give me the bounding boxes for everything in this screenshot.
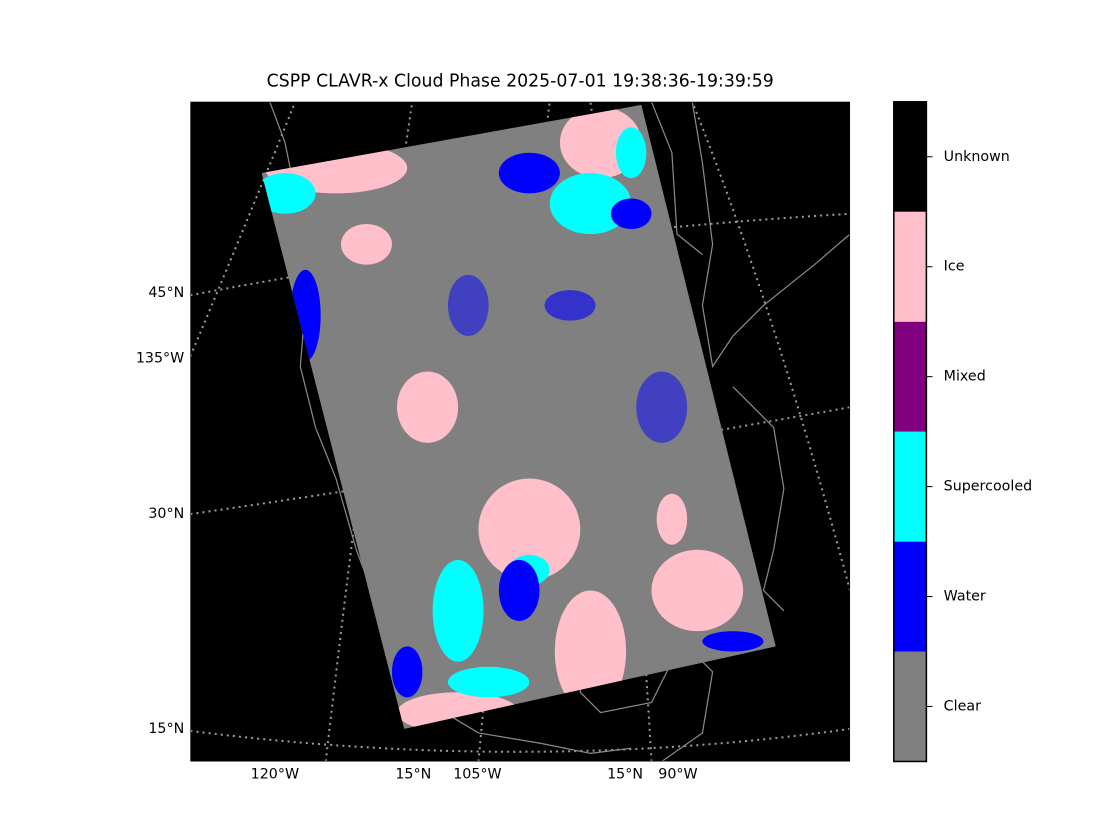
left-label: 30°N	[148, 506, 184, 522]
bottom-label: 105°W	[453, 767, 501, 783]
colorbar: Clear Water Supercooled Mixed Ice Unknown	[893, 101, 1032, 763]
latitude-labels: 45°N 135°W 30°N 15°N	[136, 285, 184, 737]
bottom-label: 15°N	[395, 767, 431, 783]
colorbar-label: Ice	[944, 259, 965, 275]
colorbar-segment	[893, 321, 927, 432]
bottom-label: 90°W	[658, 767, 697, 783]
colorbar-segment	[893, 101, 927, 212]
bottom-label: 120°W	[251, 767, 299, 783]
colorbar-label: Mixed	[944, 369, 986, 385]
colorbar-frame	[893, 101, 928, 763]
bottom-label: 15°N	[607, 767, 643, 783]
colorbar-segment	[893, 211, 927, 322]
map-title: CSPP CLAVR-x Cloud Phase 2025-07-01 19:3…	[267, 71, 774, 91]
colorbar-segment	[893, 541, 927, 652]
colorbar-label: Water	[944, 589, 986, 605]
colorbar-segment	[893, 651, 927, 762]
longitude-labels: 120°W 15°N 105°W 15°N 90°W	[251, 767, 698, 783]
colorbar-label: Supercooled	[944, 479, 1032, 495]
left-label: 135°W	[136, 350, 184, 366]
map	[190, 101, 851, 762]
colorbar-label: Clear	[944, 698, 981, 714]
left-label: 45°N	[148, 285, 184, 301]
colorbar-segment	[893, 431, 927, 542]
left-label: 15°N	[148, 721, 184, 737]
colorbar-label: Unknown	[944, 149, 1010, 165]
